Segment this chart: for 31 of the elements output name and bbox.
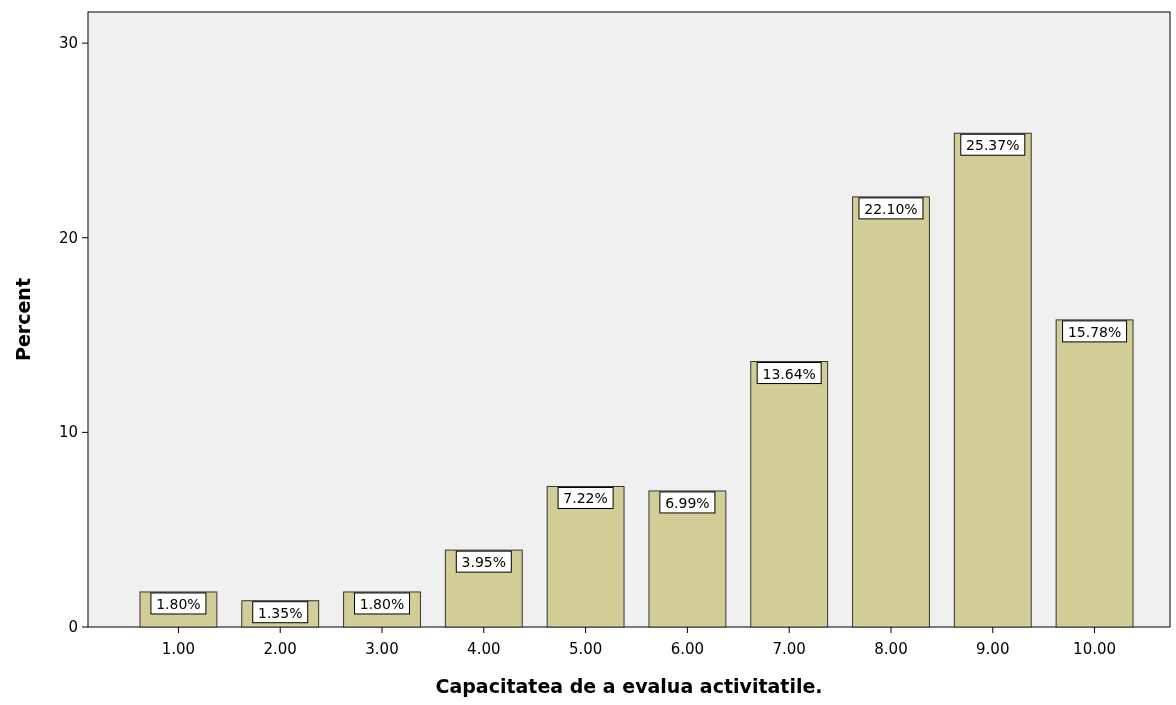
bar	[1055, 319, 1134, 628]
y-tick-label: 20	[58, 228, 78, 247]
y-axis-title: Percent	[12, 278, 34, 361]
x-tick-label: 9.00	[976, 640, 1010, 658]
y-tick-label: 30	[58, 34, 78, 53]
x-tick-label: 1.00	[161, 640, 196, 658]
bar	[953, 132, 1032, 628]
data-label: 1.35%	[257, 604, 303, 621]
x-tick-label: 3.00	[365, 640, 399, 658]
x-tick-label: 7.00	[772, 640, 806, 658]
data-label: 13.64%	[762, 365, 816, 382]
x-tick-label: 10.00	[1073, 640, 1117, 658]
bar	[852, 196, 930, 628]
data-label: 6.99%	[665, 494, 710, 511]
x-tick-label: 6.00	[670, 640, 705, 658]
data-label: 22.10%	[864, 200, 918, 217]
bar	[750, 361, 829, 628]
data-label: 15.78%	[1067, 323, 1122, 340]
x-tick-label: 4.00	[467, 640, 501, 658]
data-label: 3.95%	[461, 554, 507, 571]
x-tick-label: 5.00	[568, 640, 603, 658]
y-tick-label: 10	[58, 423, 78, 442]
bar	[546, 485, 625, 628]
data-label: 1.80%	[156, 595, 201, 612]
data-label: 25.37%	[966, 137, 1020, 154]
x-tick-label: 2.00	[263, 640, 297, 658]
y-tick-label: 0	[68, 618, 78, 636]
data-label: 1.80%	[359, 595, 405, 612]
data-label: 7.22%	[563, 490, 608, 507]
x-axis-title: Capacitatea de a evalua activitatile.	[435, 675, 823, 697]
x-tick-label: 8.00	[874, 640, 908, 658]
